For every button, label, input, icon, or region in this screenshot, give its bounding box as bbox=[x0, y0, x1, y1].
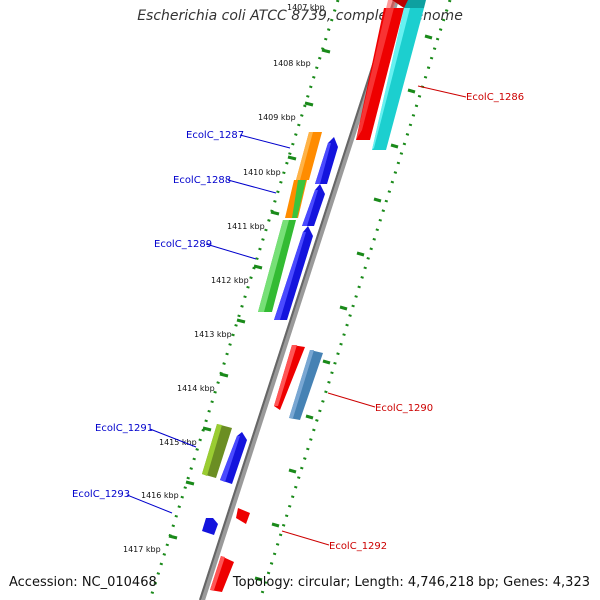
gene-ecolc-1288[interactable] bbox=[285, 180, 307, 218]
scale-label-1409: 1409 kbp bbox=[258, 113, 296, 122]
gene-blue-3[interactable] bbox=[274, 226, 313, 320]
scale-line-left bbox=[148, 0, 340, 600]
leader-ecolc-1287 bbox=[239, 134, 291, 149]
scale-label-1407: 1407 kbp bbox=[287, 3, 325, 12]
leader-ecolc-1286 bbox=[417, 85, 467, 98]
gene-blue-4[interactable] bbox=[220, 432, 247, 484]
gene-ecolc-1293[interactable] bbox=[202, 518, 218, 535]
scale-ticks-right bbox=[254, 34, 433, 582]
gene-ecolc-1289[interactable] bbox=[258, 220, 296, 312]
scale-label-1411: 1411 kbp bbox=[227, 222, 265, 231]
scale-label-1412: 1412 kbp bbox=[211, 276, 249, 285]
label-ecolc-1286[interactable]: EcolC_1286 bbox=[466, 92, 524, 103]
scale-label-1417: 1417 kbp bbox=[123, 545, 161, 554]
gene-ecolc-1287[interactable] bbox=[296, 132, 322, 180]
scale-label-1410: 1410 kbp bbox=[243, 168, 281, 177]
gene-ecolc-1286[interactable] bbox=[372, 0, 426, 150]
scale-label-1408: 1408 kbp bbox=[273, 59, 311, 68]
label-ecolc-1293[interactable]: EcolC_1293 bbox=[72, 489, 130, 500]
topology-label: Topology: circular; Length: 4,746,218 bp… bbox=[232, 575, 590, 590]
gene-red-bottom[interactable] bbox=[210, 556, 234, 592]
label-ecolc-1289[interactable]: EcolC_1289 bbox=[154, 239, 212, 250]
scale-label-1415: 1415 kbp bbox=[159, 438, 197, 447]
leader-ecolc-1289 bbox=[205, 243, 257, 260]
scale-label-1416: 1416 kbp bbox=[141, 491, 179, 500]
leader-ecolc-1292 bbox=[281, 530, 330, 546]
gene-ecolc-1290[interactable] bbox=[289, 350, 323, 420]
leader-ecolc-1291 bbox=[149, 428, 197, 448]
leader-ecolc-1293 bbox=[126, 494, 173, 514]
scale-label-1414: 1414 kbp bbox=[177, 384, 215, 393]
label-ecolc-1288[interactable]: EcolC_1288 bbox=[173, 175, 231, 186]
genome-backbone bbox=[199, 0, 399, 600]
gene-blue-2[interactable] bbox=[302, 184, 325, 226]
scale-label-1413: 1413 kbp bbox=[194, 330, 232, 339]
accession-label: Accession: NC_010468 bbox=[9, 575, 157, 590]
genome-title: Escherichia coli ATCC 8739, complete gen… bbox=[137, 8, 463, 24]
gene-ecolc-1291[interactable] bbox=[202, 424, 232, 478]
scale-ticks-left bbox=[168, 48, 331, 540]
gene-red-middle[interactable] bbox=[274, 345, 305, 410]
label-ecolc-1291[interactable]: EcolC_1291 bbox=[95, 423, 153, 434]
gene-blue-1[interactable] bbox=[315, 137, 338, 184]
label-ecolc-1292[interactable]: EcolC_1292 bbox=[329, 541, 387, 552]
gene-ecolc-1292[interactable] bbox=[236, 508, 250, 524]
label-ecolc-1287[interactable]: EcolC_1287 bbox=[186, 130, 244, 141]
leader-ecolc-1288 bbox=[227, 179, 277, 194]
label-ecolc-1290[interactable]: EcolC_1290 bbox=[375, 403, 433, 414]
leader-ecolc-1290 bbox=[327, 392, 376, 408]
